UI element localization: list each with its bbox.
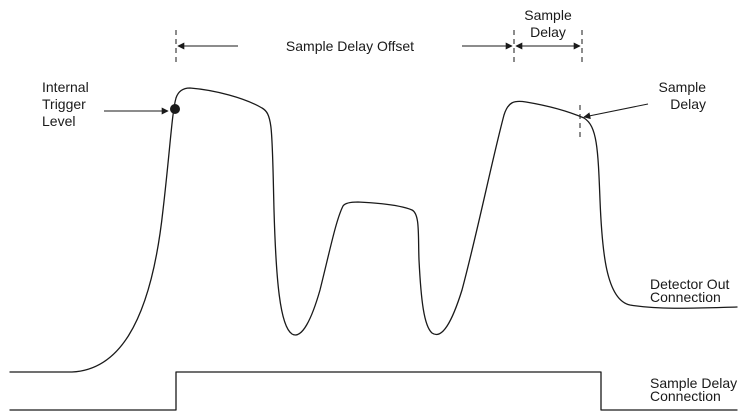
sample-delay-conn-label-line1: Sample Delay (650, 375, 737, 391)
detector-out-label-line2: Connection (650, 289, 721, 305)
detector-out-label-line1: Detector Out (650, 276, 729, 292)
trigger-point-dot (170, 104, 180, 114)
sample-delay-top-label-line1: Sample (524, 7, 572, 23)
detector-out-waveform (9, 87, 738, 373)
internal-trigger-label-line3: Level (42, 113, 75, 129)
sample-delay-right-label-line2: Delay (670, 96, 706, 112)
sample-delay-right-label-line1: Sample (659, 79, 707, 95)
internal-trigger-label-line2: Trigger (42, 96, 86, 112)
sample-delay-offset-label: Sample Delay Offset (286, 38, 414, 54)
sample-delay-right-arrow (583, 103, 649, 120)
sample-delay-conn-label-line2: Connection (650, 388, 721, 404)
sample-delay-top-label-line2: Delay (530, 24, 566, 40)
internal-trigger-label-line1: Internal (42, 79, 89, 95)
sample-delay-pulse (9, 371, 738, 411)
